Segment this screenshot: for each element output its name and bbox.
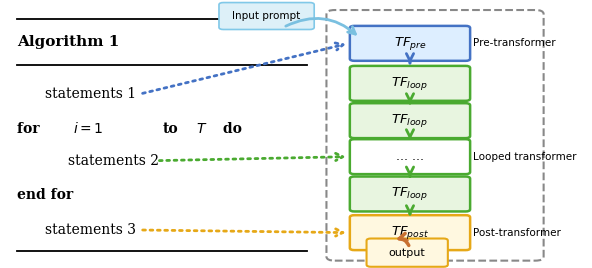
FancyBboxPatch shape <box>350 66 470 101</box>
Text: statements 3: statements 3 <box>45 223 136 237</box>
Text: to: to <box>162 122 178 136</box>
Text: $T$: $T$ <box>195 122 207 136</box>
Text: $TF_{loop}$: $TF_{loop}$ <box>391 112 429 129</box>
Text: statements 1: statements 1 <box>45 87 136 101</box>
Text: Post-transformer: Post-transformer <box>473 228 561 238</box>
Text: for: for <box>17 122 45 136</box>
FancyBboxPatch shape <box>366 239 448 267</box>
Text: Pre-transformer: Pre-transformer <box>473 38 555 48</box>
FancyBboxPatch shape <box>350 177 470 211</box>
FancyBboxPatch shape <box>350 103 470 138</box>
Text: $i=1$: $i=1$ <box>73 121 104 136</box>
Text: $TF_{loop}$: $TF_{loop}$ <box>391 75 429 92</box>
Text: Input prompt: Input prompt <box>233 11 301 21</box>
FancyBboxPatch shape <box>219 3 314 29</box>
Text: output: output <box>389 248 426 258</box>
Text: statements 2: statements 2 <box>67 154 159 168</box>
Text: end for: end for <box>17 188 73 202</box>
Text: Algorithm 1: Algorithm 1 <box>17 35 120 49</box>
FancyBboxPatch shape <box>350 139 470 174</box>
Text: Looped transformer: Looped transformer <box>473 152 577 162</box>
Text: $TF_{pre}$: $TF_{pre}$ <box>394 35 426 52</box>
Text: $TF_{post}$: $TF_{post}$ <box>391 224 429 241</box>
FancyBboxPatch shape <box>350 215 470 250</box>
FancyBboxPatch shape <box>350 26 470 61</box>
Text: do: do <box>218 122 242 136</box>
Text: $TF_{loop}$: $TF_{loop}$ <box>391 185 429 203</box>
Text: ... ...: ... ... <box>396 150 424 163</box>
